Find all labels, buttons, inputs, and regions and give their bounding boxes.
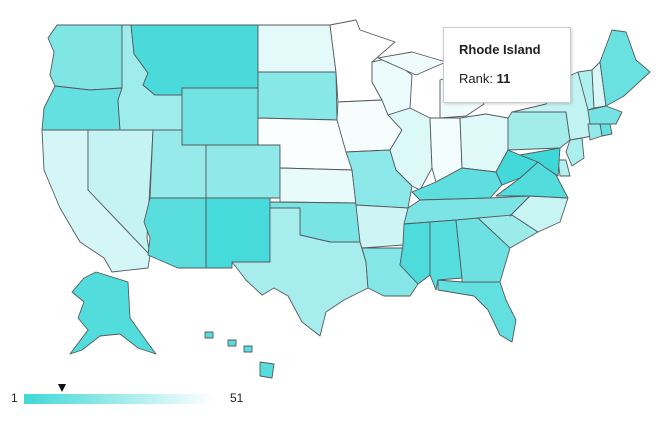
state-connecticut[interactable]: [587, 123, 603, 141]
state-colorado[interactable]: [205, 144, 281, 199]
state-maryland[interactable]: [519, 147, 561, 177]
state-north-dakota[interactable]: [257, 24, 337, 73]
state-oregon[interactable]: [41, 85, 123, 131]
state-texas[interactable]: [231, 207, 369, 337]
state-maine[interactable]: [599, 29, 651, 107]
state-new-mexico[interactable]: [205, 197, 271, 269]
state-washington[interactable]: [47, 24, 123, 91]
state-arizona[interactable]: [143, 197, 207, 269]
state-kansas[interactable]: [279, 167, 357, 204]
tooltip-rank-row: Rank: 11: [459, 71, 570, 86]
legend-color-scale: [24, 394, 214, 404]
state-florida[interactable]: [437, 279, 517, 343]
tooltip-title: Rhode Island: [459, 42, 541, 57]
state-wyoming[interactable]: [181, 87, 259, 146]
state-hawaii[interactable]: [204, 331, 275, 379]
tooltip-rank-label: Rank:: [459, 71, 493, 86]
state-massachusetts[interactable]: [587, 105, 623, 125]
legend-max-label: 51: [230, 391, 244, 405]
map-tooltip: Rhode Island Rank: 11: [443, 27, 571, 103]
state-montana[interactable]: [130, 24, 259, 96]
state-alaska[interactable]: [69, 271, 157, 355]
legend-min-label: 1: [11, 391, 18, 405]
tooltip-rank-value: 11: [496, 71, 511, 86]
state-illinois[interactable]: [387, 107, 433, 191]
state-south-dakota[interactable]: [257, 71, 338, 121]
state-arkansas[interactable]: [355, 204, 409, 249]
legend-marker-icon: [58, 384, 66, 392]
state-new-jersey[interactable]: [565, 137, 585, 167]
state-delaware[interactable]: [557, 159, 571, 177]
state-pennsylvania[interactable]: [507, 111, 571, 151]
